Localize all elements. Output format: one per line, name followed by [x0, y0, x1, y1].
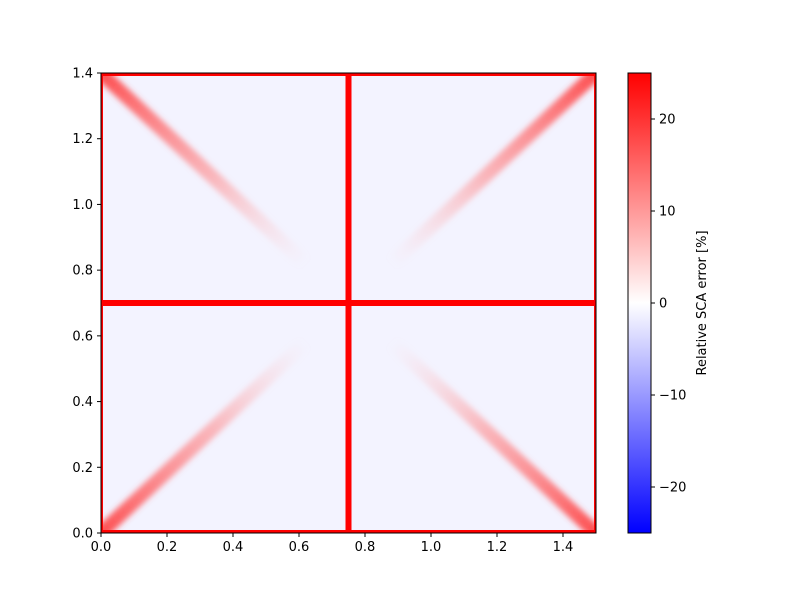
x-tick-label: 0.6: [289, 540, 310, 555]
plot-frame: [100, 72, 597, 534]
x-tick-label: 0.2: [157, 540, 178, 555]
x-axis: 0.0 0.2 0.4 0.6 0.8 1.0 1.2 1.4: [91, 533, 574, 555]
x-tick-label: 1.2: [487, 540, 508, 555]
x-tick-label: 0.0: [91, 540, 112, 555]
colorbar-tick-label: −20: [659, 481, 686, 496]
colorbar-tick-label: −10: [659, 389, 686, 404]
heatmap-plot: [100, 72, 597, 534]
y-tick-label: 0.6: [72, 329, 93, 344]
border-error-right: [594, 73, 596, 533]
y-tick-label: 0.4: [72, 395, 93, 410]
colorbar-tick-label: 10: [659, 205, 676, 220]
y-tick-label: 0.8: [72, 264, 93, 279]
x-tick-label: 0.4: [223, 540, 244, 555]
diagonal-error-band: [101, 73, 313, 271]
colorbar: 20 10 0 −10 −20 Relative SCA error [%]: [627, 72, 710, 534]
y-tick-label: 0.0: [72, 527, 93, 542]
x-tick-label: 1.0: [421, 540, 442, 555]
x-tick-label: 0.8: [355, 540, 376, 555]
y-axis: 0.0 0.2 0.4 0.6 0.8 1.0 1.2 1.4: [72, 67, 101, 542]
border-error-top: [101, 73, 596, 76]
diagonal-error-band: [101, 335, 313, 533]
colorbar-scale: [627, 72, 652, 534]
border-error-left: [101, 73, 103, 533]
horizontal-error-line: [101, 300, 596, 306]
diagonal-error-band: [384, 73, 596, 271]
colorbar-tick-label: 20: [659, 113, 676, 128]
y-tick-label: 1.2: [72, 132, 93, 147]
y-tick-label: 0.2: [72, 461, 93, 476]
colorbar-ticks: 20 10 0 −10 −20: [651, 113, 686, 496]
diagonal-error-band: [384, 335, 596, 533]
y-tick-label: 1.4: [72, 67, 93, 82]
x-tick-label: 1.4: [553, 540, 574, 555]
heatmap-cells: [101, 73, 596, 533]
colorbar-tick-label: 0: [659, 297, 667, 312]
colorbar-label: Relative SCA error [%]: [695, 230, 710, 375]
y-tick-label: 1.0: [72, 198, 93, 213]
border-error-bottom: [101, 530, 596, 533]
